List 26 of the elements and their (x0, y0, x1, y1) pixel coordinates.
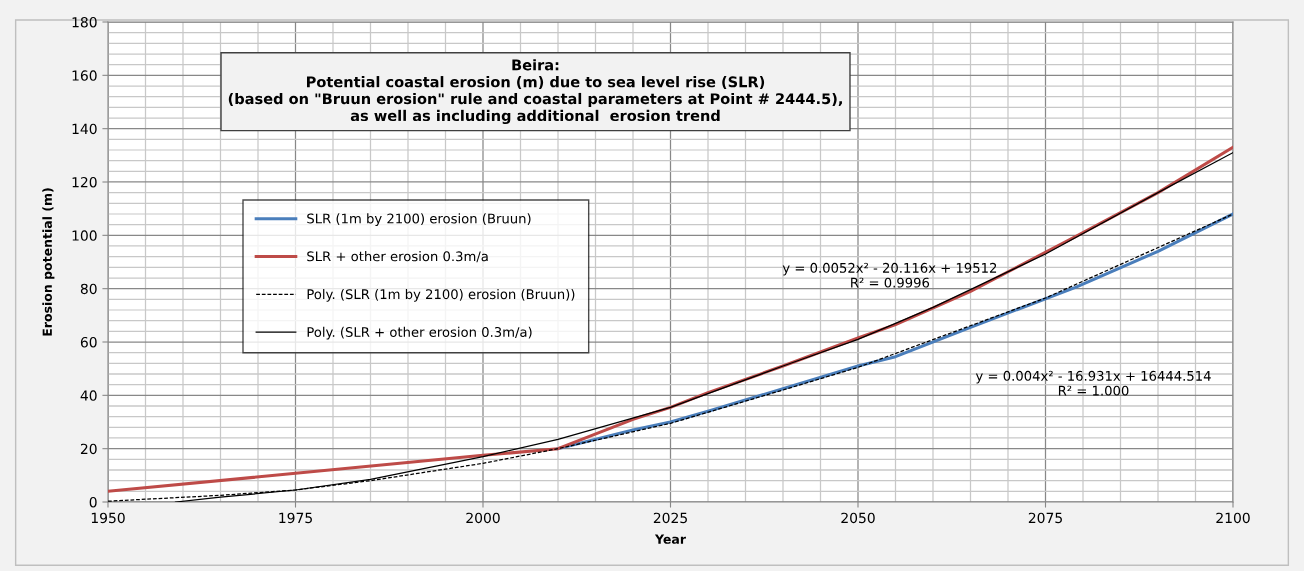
y-tick-label: 140 (72, 123, 97, 135)
legend-label: SLR (1m by 2100) erosion (Bruun) (307, 213, 531, 227)
x-tick-label: 2050 (841, 512, 875, 524)
legend-label: SLR + other erosion 0.3m/a (307, 251, 488, 263)
y-tick-label: 0 (89, 496, 97, 508)
y-tick-label: 160 (72, 70, 97, 81)
x-tick-label: 2100 (1216, 512, 1250, 524)
y-tick-label: 100 (72, 230, 97, 241)
annotation: y = 0.0052x² - 20.116x + 19512 R² = 0.9996 (782, 262, 997, 288)
y-tick-label: 180 (72, 16, 97, 28)
annotation: y = 0.004x² - 16.931x + 16444.514 R² = 1.000 (975, 370, 1211, 396)
x-tick-label: 1975 (279, 512, 312, 524)
x-tick-label: 1950 (91, 512, 125, 524)
x-tick-label: 2075 (1028, 512, 1062, 524)
legend-label: Poly. (SLR + other erosion 0.3m/a) (307, 326, 532, 340)
x-tick-label: 2000 (466, 512, 500, 524)
x-tick-label: 2025 (653, 512, 687, 524)
y-tick-label: 60 (80, 336, 97, 348)
y-axis-title: Erosion potential (m) (42, 188, 55, 336)
y-tick-label: 20 (80, 443, 97, 455)
text: Beira: Potential coastal erosion (m) due to sea level rise (SLR) (based on "Bruun erosion" rule and coastal parameters at Point # 2444.5), as well as including additional erosion trend (228, 59, 842, 125)
y-tick-label: 80 (80, 283, 97, 295)
y-tick-label: 40 (80, 390, 97, 401)
y-tick-label: 120 (72, 176, 97, 188)
x-axis-title: Year (654, 534, 686, 544)
legend-label: Poly. (SLR (1m by 2100) erosion (Bruun)) (307, 288, 575, 302)
